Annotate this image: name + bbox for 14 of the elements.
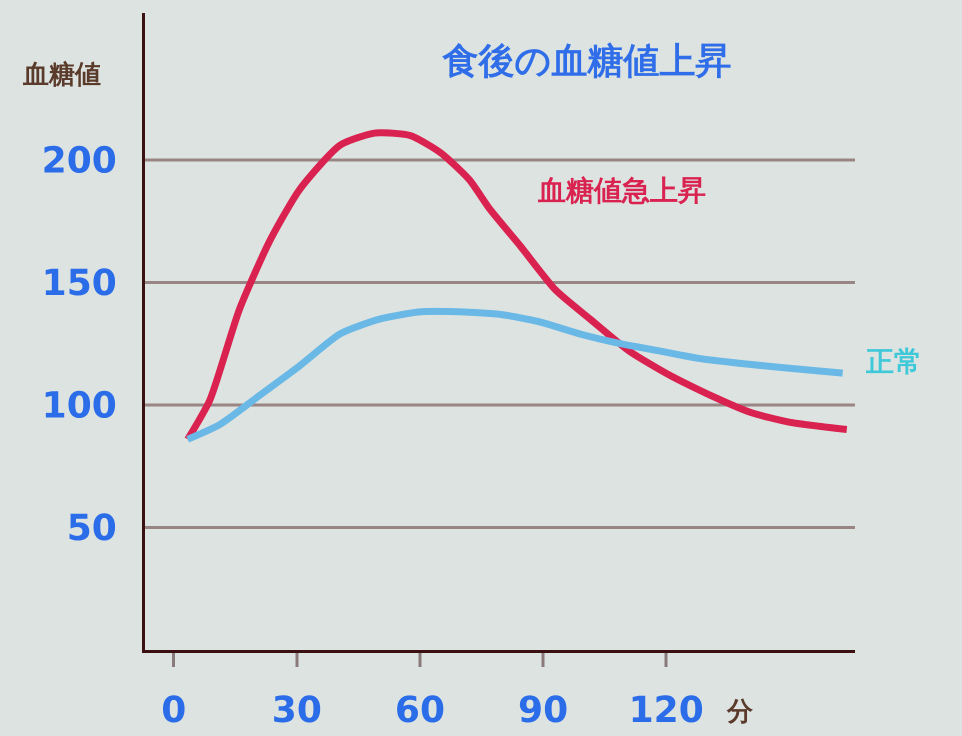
x-tick-label: 60 <box>394 690 446 732</box>
x-axis-title: 分 <box>726 697 754 727</box>
x-tick-label: 120 <box>628 690 704 732</box>
x-tick-label: 90 <box>518 690 568 732</box>
text: 食後の血糖値上昇 <box>441 40 732 82</box>
y-axis-title: 血糖値 <box>22 60 101 90</box>
series-label: 血糖値急上昇 <box>537 174 706 207</box>
x-tick-label: 30 <box>272 690 322 732</box>
y-tick-label: 100 <box>42 386 117 427</box>
y-tick-label: 50 <box>66 508 117 550</box>
x-tick-label: 0 <box>161 690 186 732</box>
series-label: 正常 <box>865 345 922 378</box>
y-tick-label: 150 <box>42 263 117 304</box>
y-tick-label: 200 <box>42 140 117 182</box>
